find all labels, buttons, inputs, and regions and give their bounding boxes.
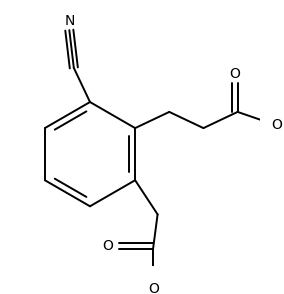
Text: O: O	[229, 67, 240, 81]
Text: N: N	[64, 14, 74, 28]
Text: O: O	[103, 239, 114, 253]
Text: O: O	[272, 118, 283, 131]
Text: O: O	[149, 282, 159, 294]
